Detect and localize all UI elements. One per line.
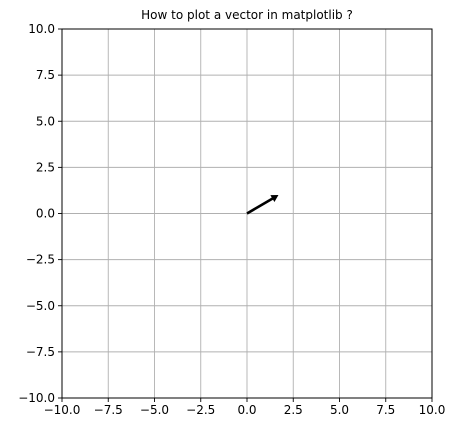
chart-title: How to plot a vector in matplotlib ? <box>141 8 353 22</box>
y-tick-label: −7.5 <box>26 345 55 359</box>
x-tick-label: 7.5 <box>376 403 395 417</box>
y-tick-label: −5.0 <box>26 299 55 313</box>
y-tick-label: 0.0 <box>36 207 55 221</box>
x-tick-label: −10.0 <box>44 403 81 417</box>
x-tick-label: 5.0 <box>330 403 349 417</box>
y-tick-label: 10.0 <box>28 22 55 36</box>
vector-arrow <box>246 195 279 215</box>
axis-ticks: −10.0 −7.5 −5.0 −2.5 0.0 2.5 5.0 7.5 10.0 −10.0 −7… <box>18 22 445 417</box>
x-tick-label: 10.0 <box>419 403 446 417</box>
x-tick-label: −2.5 <box>186 403 215 417</box>
vectors <box>246 195 279 215</box>
y-tick-label: 7.5 <box>36 68 55 82</box>
x-tick-label: −5.0 <box>140 403 169 417</box>
y-tick-label: −10.0 <box>18 391 55 405</box>
y-tick-label: 2.5 <box>36 160 55 174</box>
y-tick-label: 5.0 <box>36 114 55 128</box>
x-tick-label: 0.0 <box>237 403 256 417</box>
x-tick-label: 2.5 <box>284 403 303 417</box>
x-tick-label: −7.5 <box>94 403 123 417</box>
y-tick-label: −2.5 <box>26 253 55 267</box>
plot-frame <box>61 28 433 399</box>
